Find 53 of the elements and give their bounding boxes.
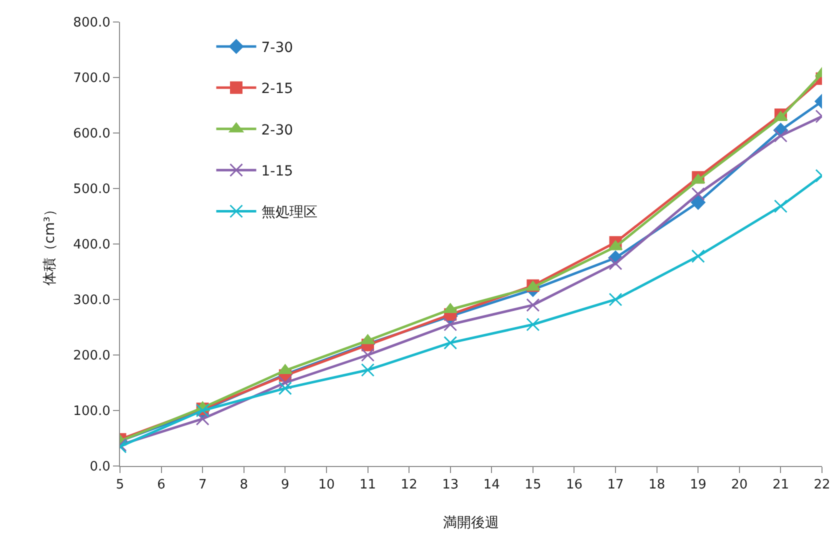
y-tick-label: 300.0	[73, 293, 110, 308]
y-tick-label: 400.0	[73, 238, 110, 253]
y-tick-label: 200.0	[73, 348, 110, 364]
point	[691, 249, 705, 263]
point	[774, 200, 788, 214]
point	[526, 318, 540, 332]
y-tick-label: 100.0	[73, 404, 110, 420]
y-tick-label: 800.0	[73, 16, 110, 31]
x-tick-label: 8	[240, 478, 248, 493]
legend-label: 2-30	[261, 122, 294, 138]
x-tick-label: 20	[731, 478, 748, 493]
point	[608, 292, 622, 306]
x-tick-label: 10	[318, 478, 335, 493]
x-tick-label: 12	[400, 478, 418, 493]
point	[444, 318, 458, 332]
y-tick-label: 600.0	[73, 126, 110, 142]
point	[360, 334, 375, 344]
x-tick-label: 21	[772, 478, 789, 493]
point	[444, 336, 458, 350]
legend-label: 2-15	[261, 81, 294, 98]
point	[196, 412, 210, 426]
x-tick-label: 9	[281, 478, 290, 493]
legend-label: 1-15	[261, 164, 294, 180]
point	[690, 195, 706, 210]
y-tick-label: 0.0	[90, 460, 110, 475]
point	[774, 129, 788, 143]
legend-label: 無処理区	[261, 204, 318, 221]
x-tick-label: 14	[483, 478, 500, 493]
x-tick-label: 6	[157, 478, 166, 493]
point	[278, 382, 292, 396]
x-axis-title: 満開後週	[443, 514, 499, 531]
y-tick-label: 500.0	[73, 182, 110, 198]
x-tick-label: 7	[198, 478, 207, 493]
x-tick-label: 17	[607, 478, 624, 493]
point	[691, 174, 706, 184]
legend-label: 7-30	[261, 40, 294, 56]
point	[608, 256, 622, 270]
point	[691, 187, 705, 201]
x-tick-label: 19	[690, 478, 706, 493]
point	[278, 364, 292, 374]
point	[526, 298, 540, 312]
x-tick-label: 11	[359, 478, 376, 493]
x-tick-label: 18	[648, 478, 666, 493]
x-tick-label: 13	[442, 478, 459, 493]
y-tick-label: 700.0	[73, 71, 110, 86]
point	[361, 348, 375, 362]
y-axis-title: 体積（cm³）	[42, 202, 58, 286]
x-tick-label: 16	[566, 478, 583, 493]
point	[361, 363, 375, 377]
x-tick-label: 22	[814, 478, 830, 493]
x-tick-label: 5	[116, 478, 124, 493]
x-tick-label: 15	[524, 478, 542, 493]
point	[278, 376, 292, 390]
